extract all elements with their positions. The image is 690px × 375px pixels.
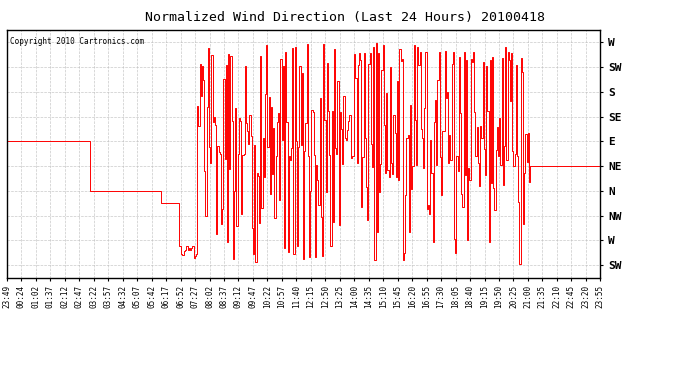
Text: Normalized Wind Direction (Last 24 Hours) 20100418: Normalized Wind Direction (Last 24 Hours…	[145, 11, 545, 24]
Text: Copyright 2010 Cartronics.com: Copyright 2010 Cartronics.com	[10, 38, 144, 46]
